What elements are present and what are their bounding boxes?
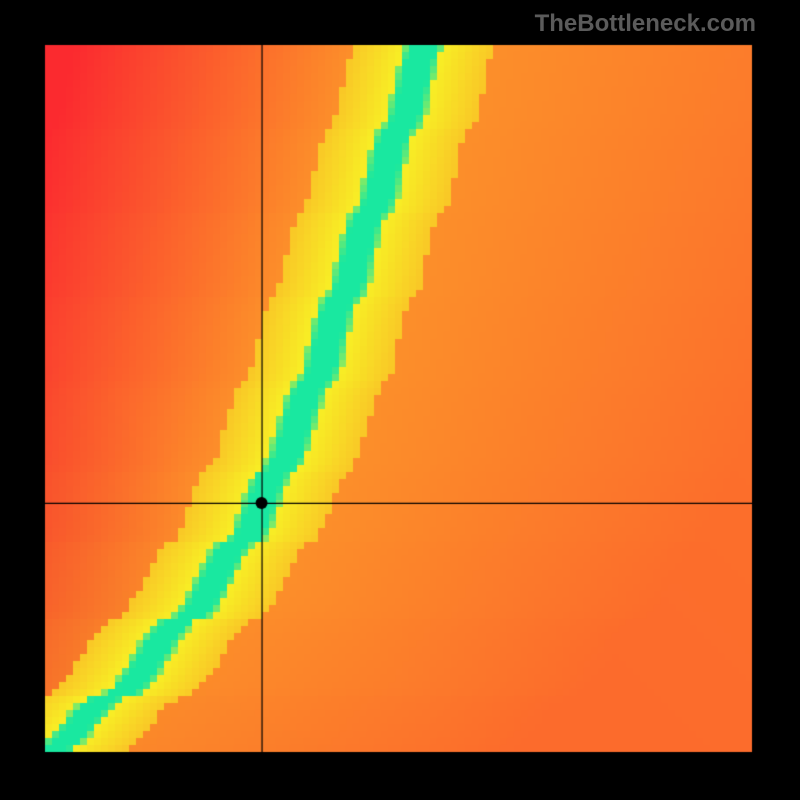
watermark-text: TheBottleneck.com: [535, 10, 756, 38]
heatmap-canvas: [0, 0, 800, 800]
